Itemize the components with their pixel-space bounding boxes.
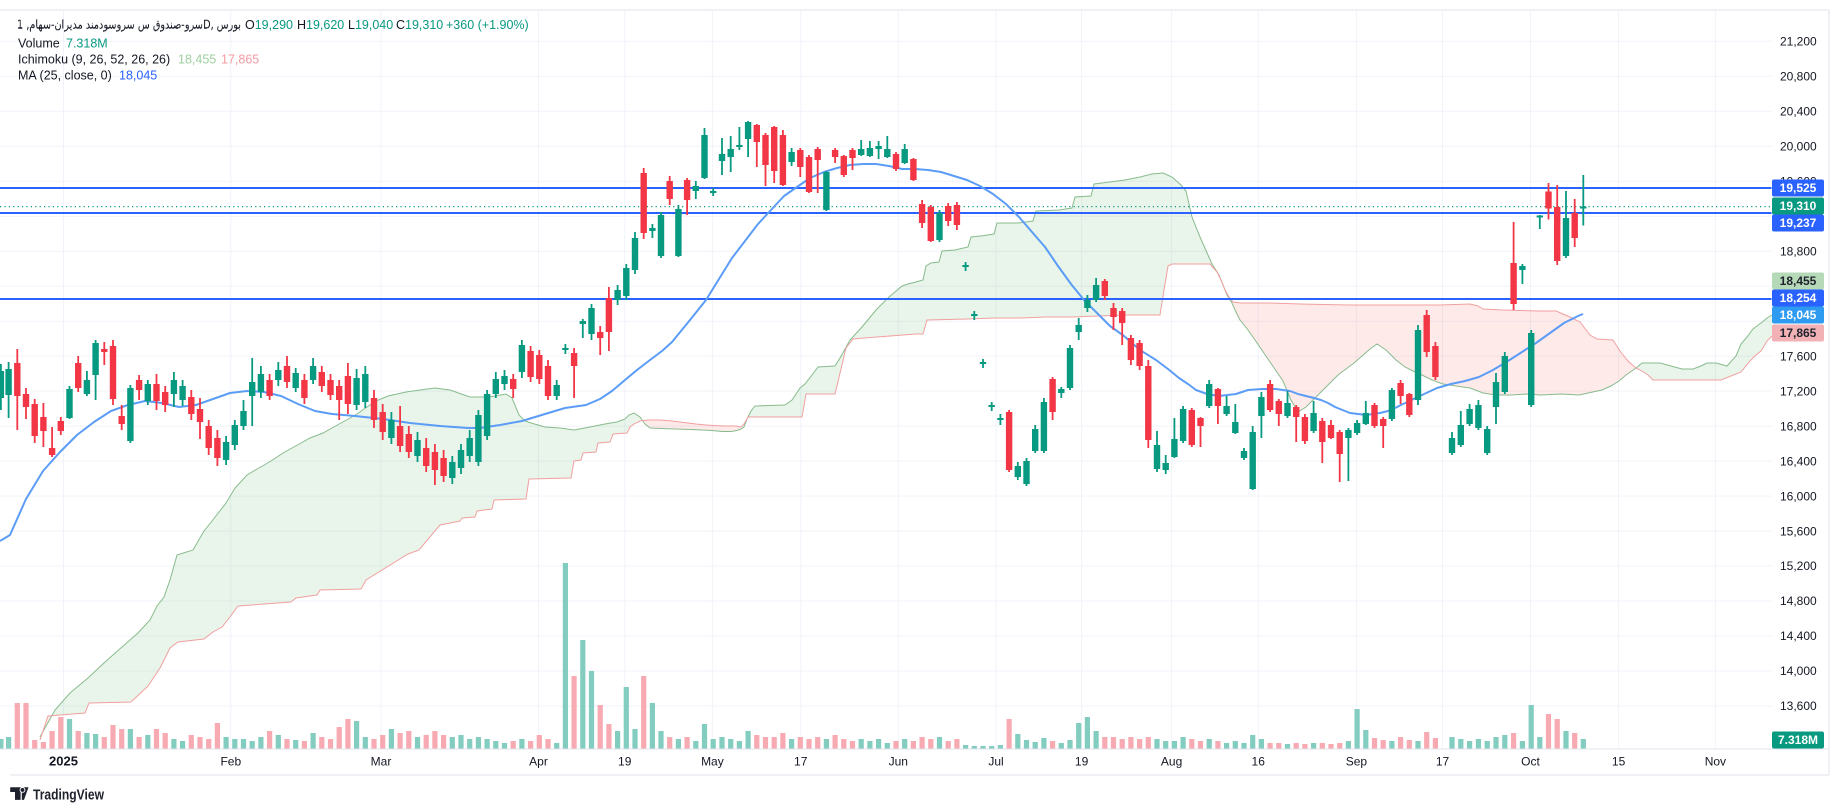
svg-text:16,000: 16,000 — [1780, 489, 1817, 503]
svg-text:18,254: 18,254 — [1780, 291, 1817, 305]
svg-text:14,400: 14,400 — [1780, 629, 1817, 643]
svg-text:Mar: Mar — [371, 755, 392, 769]
svg-text:17,600: 17,600 — [1780, 349, 1817, 363]
svg-text:Ichimoku (9, 26, 52, 26, 26)18: Ichimoku (9, 26, 52, 26, 26) 18,455 17,865 — [18, 53, 259, 67]
svg-text:21,200: 21,200 — [1780, 35, 1817, 49]
svg-text:19,525: 19,525 — [1780, 181, 1817, 195]
svg-text:Apr: Apr — [529, 755, 548, 769]
svg-text:15,600: 15,600 — [1780, 524, 1817, 538]
svg-text:20,800: 20,800 — [1780, 70, 1817, 84]
svg-text:16: 16 — [1252, 755, 1266, 769]
svg-text:19,310: 19,310 — [1780, 199, 1817, 213]
svg-text:13,600: 13,600 — [1780, 699, 1817, 713]
svg-text:Sep: Sep — [1346, 755, 1368, 769]
svg-text:MA (25, close, 0)18,045: MA (25, close, 0) 18,045 — [18, 69, 157, 83]
svg-text:18,455: 18,455 — [1780, 274, 1817, 288]
svg-text:19: 19 — [618, 755, 632, 769]
svg-text:18,800: 18,800 — [1780, 244, 1817, 258]
svg-text:17: 17 — [794, 755, 808, 769]
svg-text:Aug: Aug — [1161, 755, 1182, 769]
svg-text:17,865: 17,865 — [1780, 326, 1817, 340]
svg-text:19: 19 — [1075, 755, 1089, 769]
svg-text:May: May — [701, 755, 724, 769]
svg-text:TradingView: TradingView — [33, 787, 104, 804]
svg-text:14,800: 14,800 — [1780, 594, 1817, 608]
svg-text:20,000: 20,000 — [1780, 139, 1817, 153]
svg-text:2025: 2025 — [49, 754, 78, 769]
svg-text:Jun: Jun — [889, 755, 908, 769]
svg-text:15: 15 — [1612, 755, 1626, 769]
svg-text:Jul: Jul — [988, 755, 1003, 769]
svg-text:16,800: 16,800 — [1780, 419, 1817, 433]
svg-text:14,000: 14,000 — [1780, 664, 1817, 678]
svg-text:7.318M: 7.318M — [1778, 733, 1818, 747]
svg-text:20,400: 20,400 — [1780, 105, 1817, 119]
svg-text:Feb: Feb — [220, 755, 241, 769]
svg-text:15,200: 15,200 — [1780, 559, 1817, 573]
svg-text:17: 17 — [1436, 755, 1450, 769]
svg-text:16,400: 16,400 — [1780, 454, 1817, 468]
svg-text:Nov: Nov — [1705, 755, 1726, 769]
svg-text:17,200: 17,200 — [1780, 384, 1817, 398]
svg-text:18,045: 18,045 — [1780, 308, 1817, 322]
svg-text:19,237: 19,237 — [1780, 216, 1817, 230]
svg-text:Oct: Oct — [1521, 755, 1540, 769]
